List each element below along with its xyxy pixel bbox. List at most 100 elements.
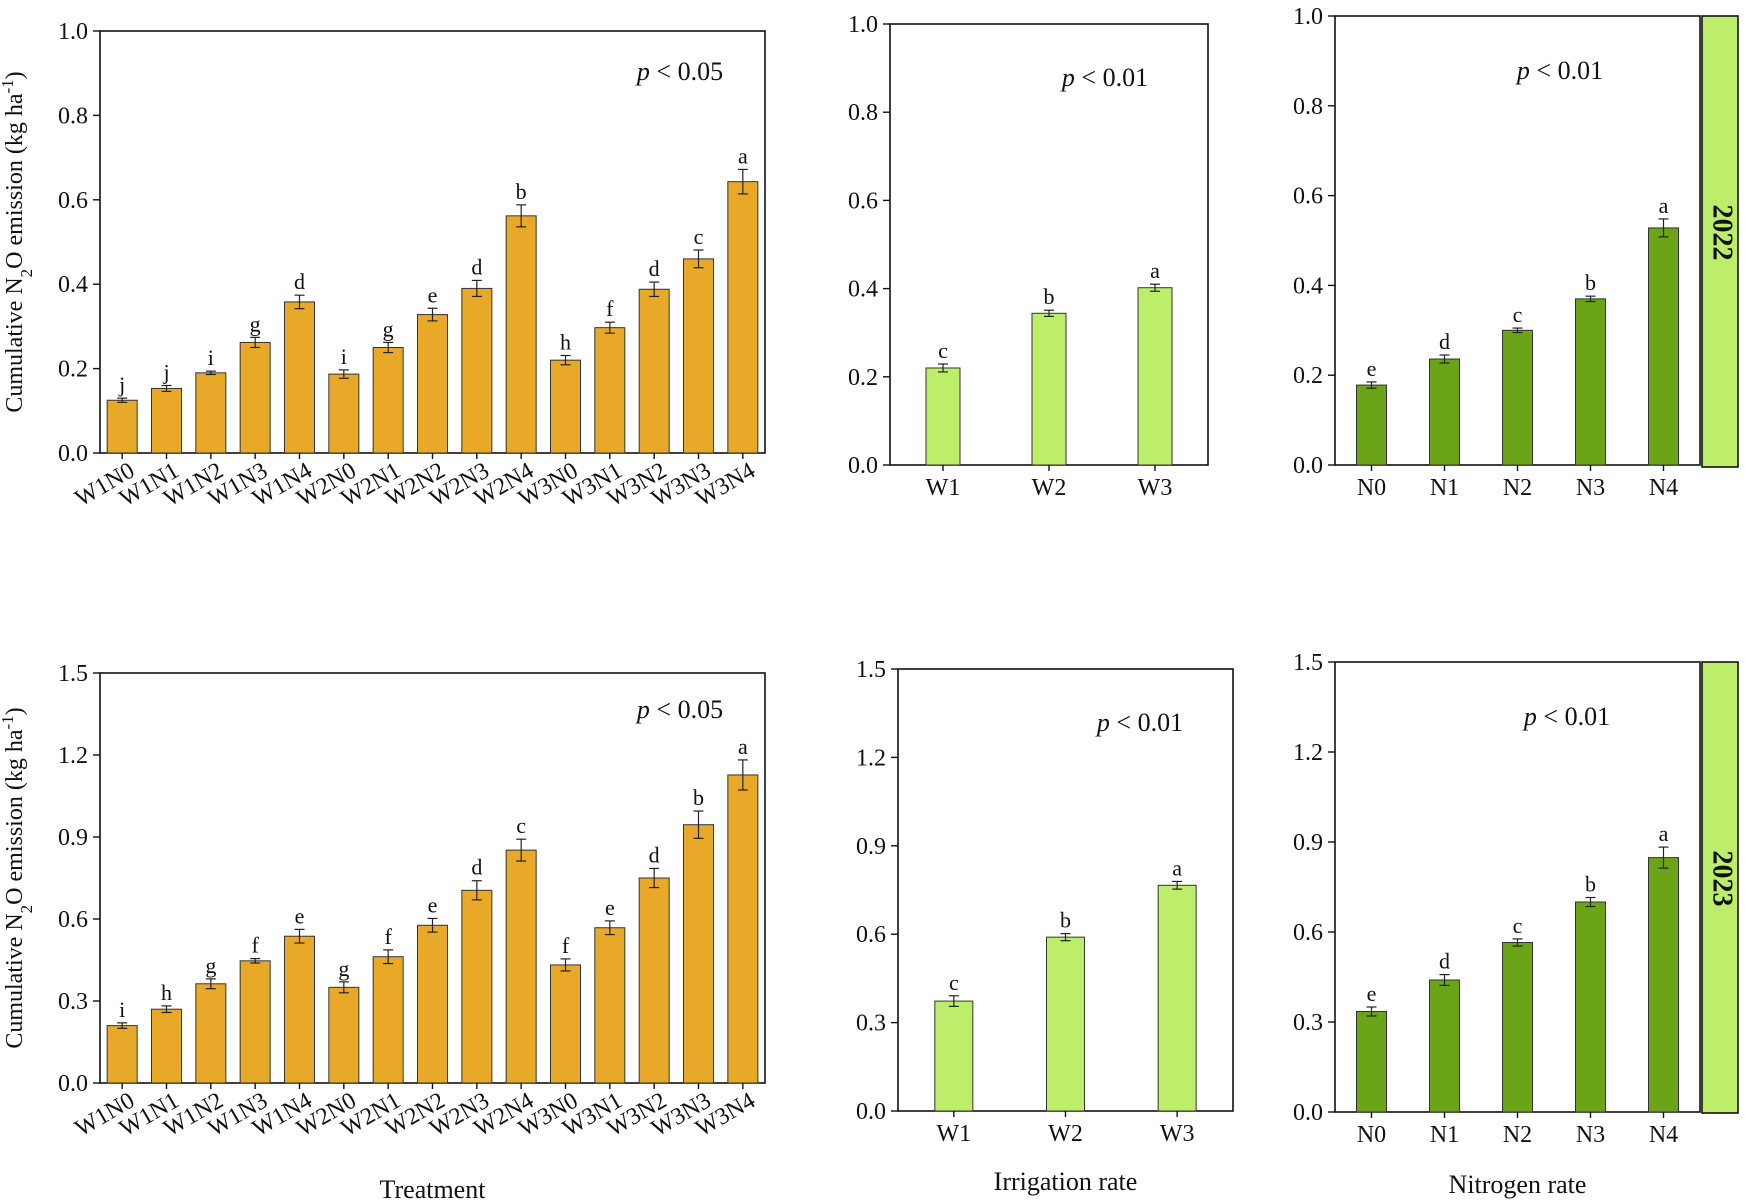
x-tick-label: W1 xyxy=(937,1121,972,1147)
bar xyxy=(417,314,448,454)
y-tick-label: 0.4 xyxy=(1293,273,1323,299)
y-tick-label: 0.8 xyxy=(1293,94,1323,120)
significance-letter: h xyxy=(161,980,172,1005)
y-tick-label: 0.6 xyxy=(856,922,886,948)
y-tick-label: 1.5 xyxy=(1293,650,1323,676)
bar xyxy=(550,964,581,1084)
significance-letter: d xyxy=(1439,329,1450,354)
bar xyxy=(1648,857,1679,1113)
x-tick-label: N1 xyxy=(1430,1122,1459,1148)
p-value-label: p < 0.01 xyxy=(1515,56,1603,85)
bar xyxy=(727,774,759,1084)
significance-letter: f xyxy=(562,933,570,958)
significance-letter: g xyxy=(383,316,394,341)
significance-letter: c xyxy=(1513,302,1523,327)
y-tick-label: 0.6 xyxy=(1293,920,1323,946)
chart-panel-3: 0.0 0.2 0.4 0.6 0.8 1.0 e N0 d N1 c N2 b N3 a N4 p < 0.0… xyxy=(1293,4,1739,501)
bar xyxy=(1502,942,1533,1113)
y-tick-label: 1.2 xyxy=(1293,740,1323,766)
significance-letter: g xyxy=(205,953,216,978)
significance-letter: d xyxy=(294,269,305,294)
bar xyxy=(106,399,138,454)
bar xyxy=(925,367,961,466)
x-tick-label: W2 xyxy=(1048,1121,1083,1147)
significance-letter: a xyxy=(1659,193,1669,218)
bar xyxy=(683,258,714,454)
y-tick-label: 1.5 xyxy=(58,661,88,687)
significance-letter: i xyxy=(341,344,347,369)
significance-letter: b xyxy=(516,179,527,204)
x-tick-label: N3 xyxy=(1576,1122,1605,1148)
significance-letter: c xyxy=(694,224,704,249)
significance-letter: g xyxy=(250,311,261,336)
year-label: 2022 xyxy=(1707,204,1738,260)
significance-letter: b xyxy=(693,785,704,810)
y-tick-label: 0.6 xyxy=(58,188,88,214)
y-tick-label: 0.9 xyxy=(58,825,88,851)
bar xyxy=(195,983,227,1084)
bar xyxy=(1575,298,1606,466)
bar xyxy=(328,986,360,1084)
y-tick-label: 1.5 xyxy=(856,657,886,683)
x-tick-label: N3 xyxy=(1576,475,1605,501)
x-tick-label: W2 xyxy=(1032,475,1067,501)
x-tick-label: W3 xyxy=(1160,1121,1195,1147)
bar xyxy=(239,960,271,1084)
y-tick-label: 0.0 xyxy=(1293,453,1323,479)
p-value-label: p < 0.05 xyxy=(635,57,723,86)
bar xyxy=(505,215,537,454)
p-value-label: p < 0.01 xyxy=(1060,63,1148,92)
y-tick-label: 0.8 xyxy=(848,100,878,126)
chart-panel-2: 0.0 0.2 0.4 0.6 0.8 1.0 c W1 b W2 a W3 p < 0.01 xyxy=(848,12,1209,501)
significance-letter: a xyxy=(738,734,748,759)
y-tick-label: 0.0 xyxy=(848,453,878,479)
y-tick-label: 0.3 xyxy=(1293,1010,1323,1036)
y-tick-label: 0.2 xyxy=(848,365,878,391)
bar xyxy=(1046,936,1085,1112)
x-tick-label: W1 xyxy=(926,475,961,501)
significance-letter: d xyxy=(1439,949,1450,974)
x-tick-label: N4 xyxy=(1649,475,1678,501)
y-tick-label: 0.0 xyxy=(58,441,88,467)
significance-letter: d xyxy=(471,855,482,880)
bar xyxy=(727,181,759,454)
bar xyxy=(461,287,493,454)
y-tick-label: 1.0 xyxy=(1293,4,1323,30)
significance-letter: e xyxy=(428,282,438,307)
chart-panel-5: 0.0 0.3 0.6 0.9 1.2 1.5 c W1 b W2 a W3 p < 0.01 Irrig… xyxy=(856,657,1234,1196)
significance-letter: a xyxy=(738,143,748,168)
bar xyxy=(239,341,271,454)
y-tick-label: 0.0 xyxy=(856,1099,886,1125)
significance-letter: f xyxy=(385,924,393,949)
bar xyxy=(372,347,404,454)
significance-letter: a xyxy=(1150,258,1160,283)
significance-letter: b xyxy=(1585,872,1596,897)
bar xyxy=(1502,329,1533,466)
y-tick-label: 1.0 xyxy=(848,12,878,38)
bar xyxy=(1356,1011,1387,1113)
significance-letter: a xyxy=(1172,855,1182,880)
bar xyxy=(195,372,227,454)
year-strip xyxy=(1701,15,1739,468)
y-tick-label: 0.2 xyxy=(1293,363,1323,389)
bar xyxy=(106,1025,138,1084)
x-axis-title: Irrigation rate xyxy=(994,1167,1138,1196)
significance-letter: i xyxy=(208,345,214,370)
year-strip xyxy=(1701,661,1739,1114)
y-axis-title: Cumulative N2O emission (kg ha-1) xyxy=(0,707,36,1048)
bar xyxy=(1575,901,1606,1113)
bar xyxy=(1031,312,1067,466)
chart-panel-4: 0.00.30.60.91.21.5iW1N0hW1N1gW1N2fW1N3eW… xyxy=(0,661,766,1204)
p-value-label: p < 0.05 xyxy=(635,695,723,724)
bar xyxy=(151,1008,182,1084)
significance-letter: f xyxy=(252,933,260,958)
bar xyxy=(284,301,315,454)
bar xyxy=(284,935,315,1084)
y-tick-label: 0.3 xyxy=(856,1011,886,1037)
bar xyxy=(594,927,626,1084)
bar xyxy=(1157,884,1197,1112)
significance-letter: c xyxy=(938,338,948,363)
y-tick-label: 1.2 xyxy=(856,745,886,771)
p-value-label: p < 0.01 xyxy=(1095,708,1183,737)
